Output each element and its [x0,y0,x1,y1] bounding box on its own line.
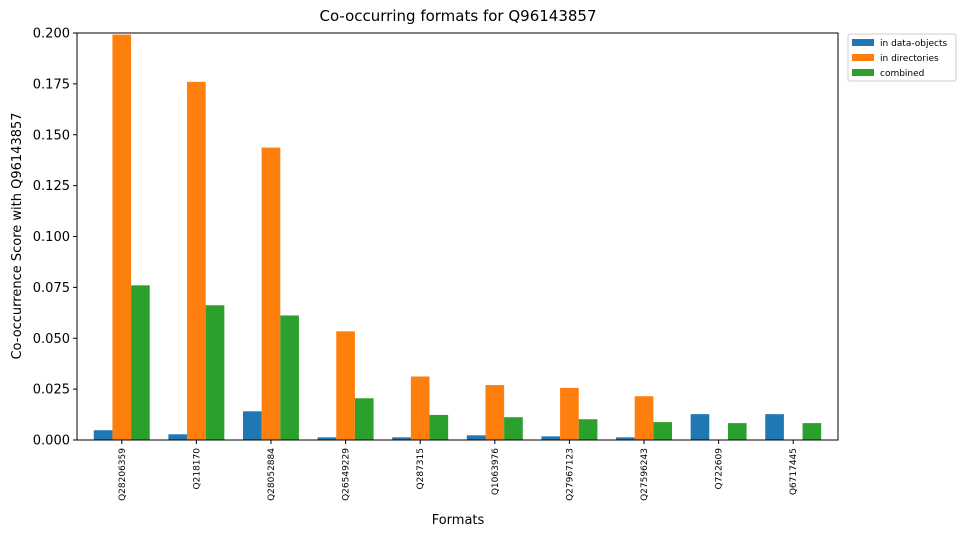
x-tick-label: Q28052884 [267,448,277,501]
legend-box [847,33,957,82]
bar-in-directories-Q287315 [410,376,430,440]
y-tick-label: 0.200 [33,27,70,42]
y-tick-label: 0.125 [33,179,70,194]
x-tick-label: Q28206359 [118,448,128,501]
bar-combined-Q26549229 [354,398,374,440]
bar-combined-Q28206359 [131,285,150,440]
legend-label: in directories [880,54,939,64]
legend-label: combined [880,69,924,79]
x-tick-label: Q6717445 [789,448,799,495]
bar-in-data-objects-Q27967123 [541,436,561,440]
x-tick-label: Q27596243 [640,448,650,501]
bar-in-directories-Q27596243 [634,396,654,440]
bar-combined-Q28052884 [280,315,299,440]
y-tick-label: 0.150 [33,128,70,143]
x-axis: Q28206359 Q218170 Q28052884 Q26549229 Q28731… [118,440,799,501]
y-tick-label: 0.075 [33,281,70,296]
bar-in-data-objects-Q1063976 [466,435,486,440]
y-tick-label: 0.000 [33,434,70,449]
x-tick-label: Q1063976 [491,448,501,495]
legend-label: in data-objects [880,39,947,49]
y-tick-label: 0.050 [33,332,70,347]
bar-combined-Q722609 [727,423,747,440]
x-tick-label: Q218170 [192,448,202,490]
bar-in-data-objects-Q27596243 [616,437,635,440]
bar-in-directories-Q28206359 [112,34,132,440]
bar-in-directories-Q27967123 [560,387,579,440]
x-tick-label: Q287315 [416,448,426,489]
bar-combined-Q27967123 [578,419,598,440]
y-tick-label: 0.100 [33,230,70,245]
y-axis-label: Co-occurrence Score with Q96143857 [10,112,25,359]
y-axis: 0.000 0.025 0.050 0.075 0.100 0.125 0.150 0.175… [33,27,77,449]
legend-swatch [852,39,874,46]
bar-in-directories-Q28052884 [261,147,281,440]
bar-in-directories-Q218170 [187,81,206,440]
x-tick-label: Q722609 [715,448,725,490]
x-axis-label: Formats [432,513,485,528]
bar-in-directories-Q1063976 [485,385,505,440]
bar-in-data-objects-Q218170 [168,434,188,440]
x-tick-label: Q27967123 [565,448,575,501]
y-tick-label: 0.175 [33,77,70,92]
legend: in data-objects in directories combined [847,33,957,82]
bar-in-data-objects-Q28206359 [93,430,113,440]
plot-area [76,32,839,441]
legend-swatch [852,69,874,76]
bar-in-data-objects-Q6717445 [765,414,784,440]
bar-combined-Q218170 [205,305,225,440]
x-tick-label: Q26549229 [342,448,352,501]
bar-in-data-objects-Q26549229 [317,437,337,440]
bar-in-data-objects-Q287315 [392,437,411,440]
bar-in-data-objects-Q28052884 [243,411,262,440]
bar-combined-Q27596243 [653,422,672,440]
bar-combined-Q287315 [429,414,449,440]
bar-combined-Q6717445 [802,423,822,440]
legend-swatch [852,54,874,61]
chart-title: Co-occurring formats for Q96143857 [319,7,596,25]
y-tick-label: 0.025 [33,383,70,398]
bar-combined-Q1063976 [504,417,523,440]
bar-in-data-objects-Q722609 [690,414,710,440]
bar-in-directories-Q26549229 [336,331,355,440]
